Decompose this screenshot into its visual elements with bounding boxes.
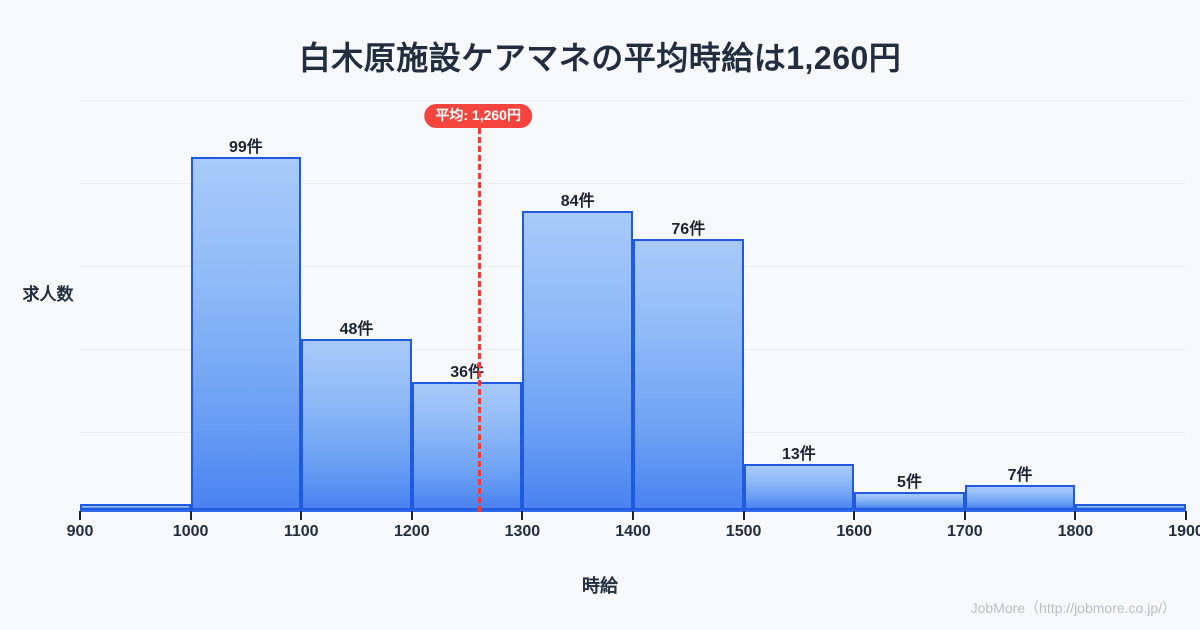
x-axis-tick-label: 1400 xyxy=(615,523,651,540)
x-axis-title: 時給 xyxy=(582,576,618,596)
x-axis-tick-label: 1100 xyxy=(283,523,319,540)
watermark: JobMore（http://jobmore.co.jp/） xyxy=(970,600,1176,616)
x-axis-tick xyxy=(521,511,524,520)
bar-value-label: 84件 xyxy=(560,192,595,210)
bar-value-label: 13件 xyxy=(781,445,816,463)
gridline xyxy=(80,183,1186,184)
x-axis-tick-label: 1500 xyxy=(725,523,762,540)
bar xyxy=(743,463,855,510)
x-axis-tick xyxy=(963,511,966,520)
x-axis-tick-label: 900 xyxy=(66,523,94,540)
x-axis-tick-label: 1300 xyxy=(504,523,541,540)
x-axis-tick xyxy=(853,511,856,520)
bar-value-label: 7件 xyxy=(1007,467,1033,485)
bar xyxy=(1075,504,1186,510)
x-axis-tick-label: 1000 xyxy=(172,523,209,540)
x-axis-tick xyxy=(410,511,413,520)
bar xyxy=(411,381,523,510)
bar-value-label: 36件 xyxy=(450,363,484,381)
page-title: 白木原施設ケアマネの平均時給は1,260円 xyxy=(298,40,902,76)
x-axis-tick xyxy=(1185,511,1187,520)
bar-value-label: 5件 xyxy=(897,474,922,492)
gridline xyxy=(80,100,1186,101)
average-line xyxy=(478,128,482,512)
bar xyxy=(190,157,302,510)
x-axis-tick xyxy=(79,511,81,520)
x-axis-tick xyxy=(189,511,192,520)
x-axis-tick xyxy=(742,511,745,520)
bar-value-label: 99件 xyxy=(228,139,263,157)
bar xyxy=(964,485,1076,510)
x-axis-tick-label: 1200 xyxy=(394,523,430,540)
bar-value-label: 48件 xyxy=(339,320,374,338)
bar xyxy=(854,492,965,510)
bar xyxy=(301,338,412,510)
x-axis-tick xyxy=(632,511,634,520)
bar xyxy=(80,504,191,510)
x-axis-tick-label: 1800 xyxy=(1057,523,1094,540)
x-axis-tick xyxy=(1074,511,1077,520)
x-axis-tick xyxy=(300,511,303,520)
average-badge: 平均: 1,260円 xyxy=(424,104,532,129)
x-axis-tick-label: 1700 xyxy=(947,523,983,540)
bar-value-label: 76件 xyxy=(671,221,706,239)
x-axis-tick-label: 1600 xyxy=(836,523,872,540)
y-axis-title: 求人数 xyxy=(22,285,74,304)
bar xyxy=(522,210,633,510)
x-axis-tick-label: 1900 xyxy=(1168,523,1200,540)
bar xyxy=(633,239,744,510)
